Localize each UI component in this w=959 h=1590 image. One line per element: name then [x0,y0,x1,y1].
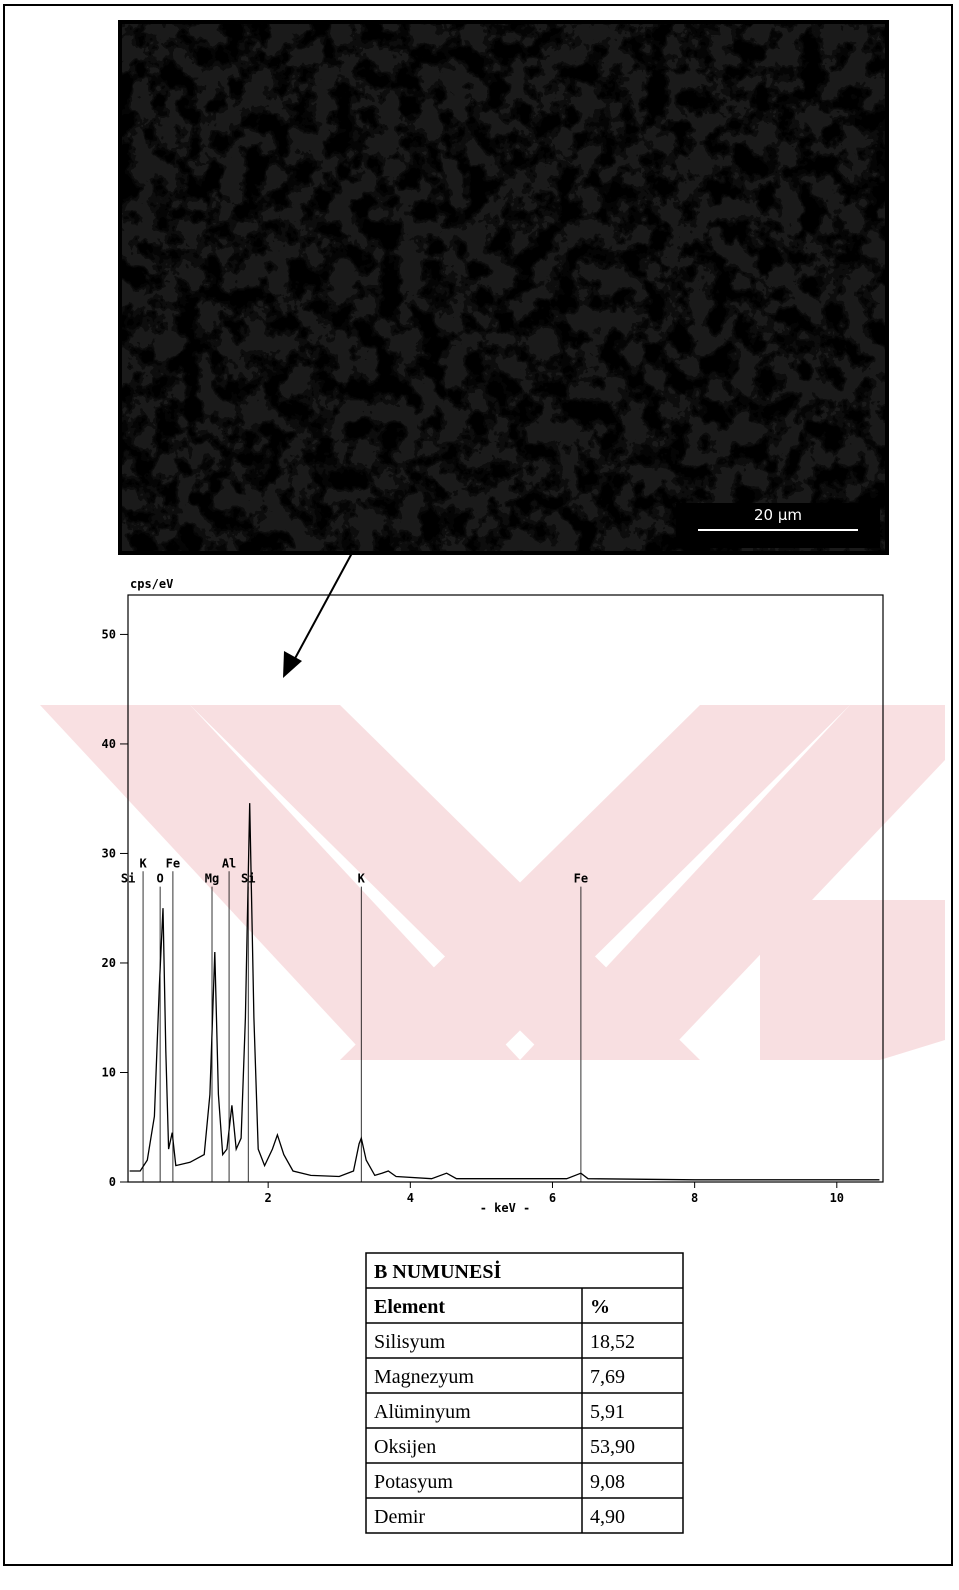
table-cell: Demir [374,1506,425,1528]
x-tick-label: 2 [265,1191,272,1205]
x-tick-label: 8 [691,1191,698,1205]
arrow-head [283,651,302,678]
y-tick-label: 40 [102,737,116,751]
y-axis-label: cps/eV [130,577,173,591]
table-cell: Alüminyum [374,1401,471,1423]
arrow [291,552,353,665]
sem-texture [122,24,885,551]
y-tick-label: 0 [109,1175,116,1189]
table-cell: 53,90 [590,1436,635,1458]
table-cell: 4,90 [590,1506,625,1528]
table-cell: 5,91 [590,1401,625,1423]
page-border [3,4,953,1566]
table-cell: 7,69 [590,1366,625,1388]
peak-label: Mg [205,872,219,886]
table-cell: 18,52 [590,1331,635,1353]
x-axis-label: - keV - [480,1201,531,1215]
peak-label: O [157,872,164,886]
peak-label: Fe [574,872,588,886]
table-cell: 9,08 [590,1471,625,1493]
peak-label: Fe [166,856,180,870]
x-tick-label: 6 [549,1191,556,1205]
peak-label: K [358,872,366,886]
table-cell: Silisyum [374,1331,446,1353]
table-cell: Oksijen [374,1436,436,1458]
table-cell: Magnezyum [374,1366,474,1388]
y-tick-label: 50 [102,627,116,641]
peak-label: Al [222,856,236,870]
table-cell: Potasyum [374,1471,453,1493]
y-tick-label: 10 [102,1065,116,1079]
peak-label: K [139,856,147,870]
y-tick-label: 30 [102,846,116,860]
scale-bar-box [676,503,880,548]
x-tick-label: 4 [407,1191,414,1205]
table: B NUMUNESİ Element % Silisyum 18,52 Magnezyum… [365,1252,684,1534]
peak-label: Si [121,872,135,886]
y-tick-label: 20 [102,956,116,970]
scale-bar-label: 20 µm [754,506,802,524]
watermark [40,705,945,1060]
spectrum [129,803,880,1181]
table-header: Element [374,1296,445,1318]
peak-label: Si [241,872,255,886]
table-header: % [590,1296,610,1318]
x-tick-label: 10 [830,1191,844,1205]
table-title: B NUMUNESİ [374,1259,501,1283]
